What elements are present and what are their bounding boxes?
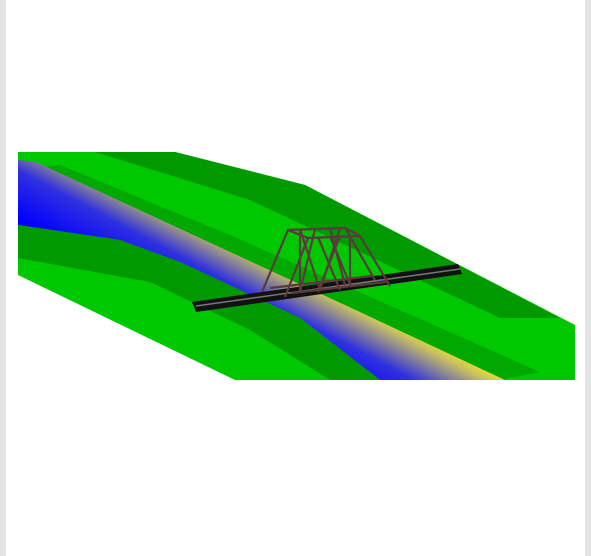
bridge-truss bbox=[260, 226, 391, 298]
left-border bbox=[0, 0, 6, 556]
river bbox=[18, 160, 505, 380]
right-border bbox=[585, 0, 591, 556]
deck-stripe bbox=[195, 268, 461, 307]
